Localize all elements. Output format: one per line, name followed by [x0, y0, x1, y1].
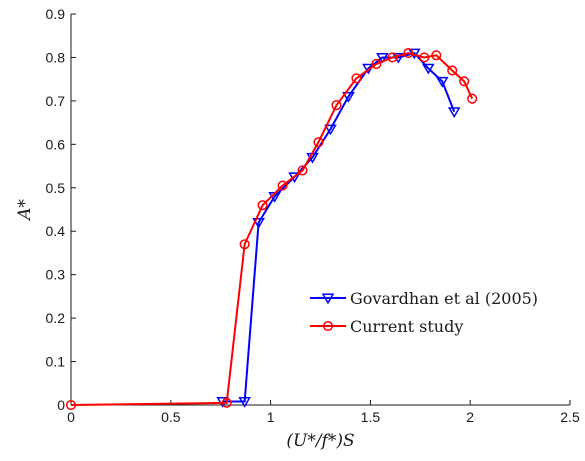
data-point	[342, 92, 355, 103]
legend-item-1: Current study	[310, 317, 463, 336]
x-tick-label: 0.5	[161, 409, 181, 425]
data-point	[257, 200, 268, 211]
legend-marker	[322, 320, 334, 332]
y-tick-label: 0.2	[46, 310, 66, 326]
legend-label: Govardhan et al (2005)	[350, 289, 538, 308]
y-tick-label: 0.8	[46, 49, 66, 65]
y-tick-label: 0.7	[46, 93, 66, 109]
x-tick-label: 2	[466, 409, 474, 425]
y-tick-label: 0	[57, 397, 65, 413]
x-axis-label: (U*/f*)S	[286, 431, 354, 451]
y-tick-label: 0.1	[46, 354, 66, 370]
y-tick-label: 0.9	[46, 6, 66, 22]
series-1	[65, 48, 478, 411]
y-tick-label: 0.5	[46, 180, 66, 196]
legend-marker	[321, 293, 335, 305]
data-point	[431, 50, 442, 61]
data-point	[313, 137, 324, 148]
y-tick-label: 0.6	[46, 136, 66, 152]
data-point	[221, 397, 232, 408]
data-point	[297, 165, 308, 176]
series-line	[70, 52, 474, 406]
data-point	[447, 107, 461, 118]
data-point	[252, 218, 265, 229]
data-point	[239, 239, 250, 250]
data-point	[376, 52, 389, 64]
plot-area	[65, 48, 478, 411]
data-point	[351, 73, 362, 84]
data-point	[277, 180, 288, 191]
data-point	[324, 124, 337, 136]
legend-item-0: Govardhan et al (2005)	[310, 289, 538, 308]
y-tick-label: 0.4	[46, 223, 66, 239]
data-point	[392, 52, 405, 64]
data-point	[421, 63, 435, 75]
x-tick-label: 2.5	[560, 409, 580, 425]
legend-label: Current study	[350, 317, 463, 336]
series-line	[222, 51, 456, 403]
data-point	[419, 52, 430, 63]
data-point	[371, 58, 382, 70]
data-point	[331, 100, 342, 111]
y-tick-label: 0.3	[46, 267, 66, 283]
data-point	[459, 76, 470, 87]
data-point	[403, 48, 414, 59]
x-tick-label: 0	[67, 409, 75, 425]
data-point	[467, 93, 478, 104]
data-point	[387, 52, 398, 63]
data-point	[447, 65, 458, 76]
data-point	[435, 76, 449, 88]
y-axis-label: A*	[15, 199, 35, 222]
x-tick-label: 1.5	[361, 409, 381, 425]
data-point	[238, 397, 251, 408]
axes: 0 0.5 1 1.5 2 2.5 0 0.1 0.2 0.3 0.4 0.5 0.6 0.7 0.8 0.9…	[15, 6, 580, 451]
x-tick-label: 1	[267, 409, 275, 425]
legend: Govardhan et al (2005) Current study	[310, 289, 538, 336]
data-point	[65, 399, 77, 411]
